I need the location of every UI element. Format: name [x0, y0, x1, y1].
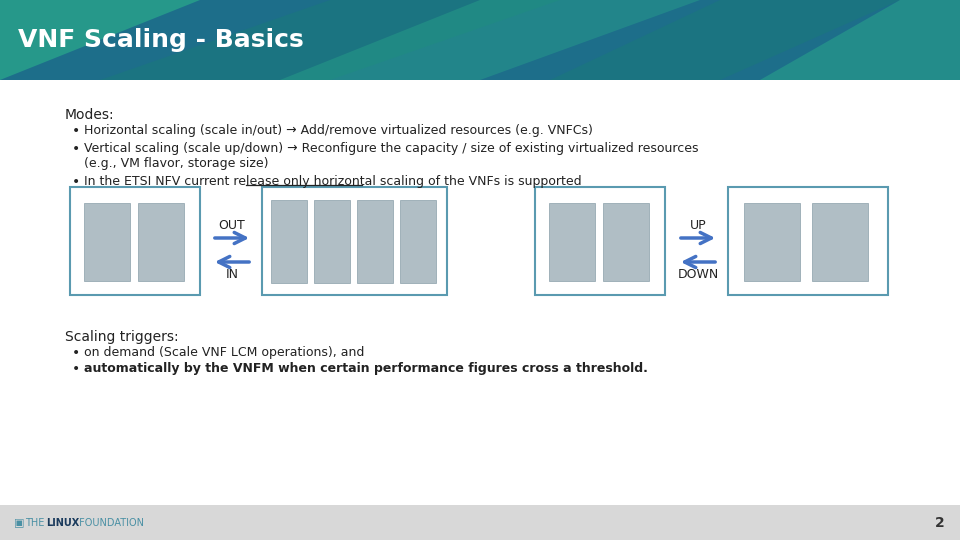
Bar — [744, 203, 800, 281]
Text: Modes:: Modes: — [65, 108, 114, 122]
Bar — [271, 200, 307, 283]
Bar — [603, 203, 649, 281]
Text: •: • — [72, 124, 81, 138]
Polygon shape — [760, 0, 960, 80]
Polygon shape — [0, 0, 960, 80]
Text: Scaling triggers:: Scaling triggers: — [65, 330, 179, 344]
Text: THE: THE — [25, 518, 47, 528]
Text: 2: 2 — [935, 516, 945, 530]
Bar — [728, 187, 888, 295]
Text: LINUX: LINUX — [46, 518, 80, 528]
Bar — [535, 187, 665, 295]
Polygon shape — [550, 0, 900, 80]
Polygon shape — [280, 0, 700, 80]
Text: IN: IN — [226, 268, 238, 281]
Text: ▣: ▣ — [14, 518, 25, 528]
Text: UP: UP — [689, 219, 707, 232]
Text: OUT: OUT — [219, 219, 246, 232]
Bar — [357, 200, 393, 283]
Text: Horizontal scaling (scale in/out) → Add/remove virtualized resources (e.g. VNFCs: Horizontal scaling (scale in/out) → Add/… — [84, 124, 593, 137]
Bar — [314, 200, 350, 283]
Text: •: • — [72, 142, 81, 156]
Text: (e.g., VM flavor, storage size): (e.g., VM flavor, storage size) — [84, 157, 269, 170]
Bar — [70, 187, 200, 295]
Polygon shape — [100, 0, 560, 80]
Text: •: • — [72, 175, 81, 189]
Bar — [549, 203, 595, 281]
Text: •: • — [72, 346, 81, 360]
Bar — [262, 187, 447, 295]
Polygon shape — [0, 505, 960, 540]
Bar — [84, 203, 130, 281]
Text: DOWN: DOWN — [678, 268, 719, 281]
Polygon shape — [0, 0, 200, 80]
Text: In the ETSI NFV current release only horizontal scaling of the VNFs is supported: In the ETSI NFV current release only hor… — [84, 175, 582, 188]
Text: Vertical scaling (scale up/down) → Reconfigure the capacity / size of existing v: Vertical scaling (scale up/down) → Recon… — [84, 142, 699, 155]
Text: •: • — [72, 362, 81, 376]
Text: automatically by the VNFM when certain performance figures cross a threshold.: automatically by the VNFM when certain p… — [84, 362, 648, 375]
Bar — [138, 203, 184, 281]
Text: VNF Scaling - Basics: VNF Scaling - Basics — [18, 28, 303, 52]
Bar — [812, 203, 868, 281]
Text: on demand (Scale VNF LCM operations), and: on demand (Scale VNF LCM operations), an… — [84, 346, 365, 359]
Text: FOUNDATION: FOUNDATION — [76, 518, 144, 528]
Bar — [400, 200, 436, 283]
